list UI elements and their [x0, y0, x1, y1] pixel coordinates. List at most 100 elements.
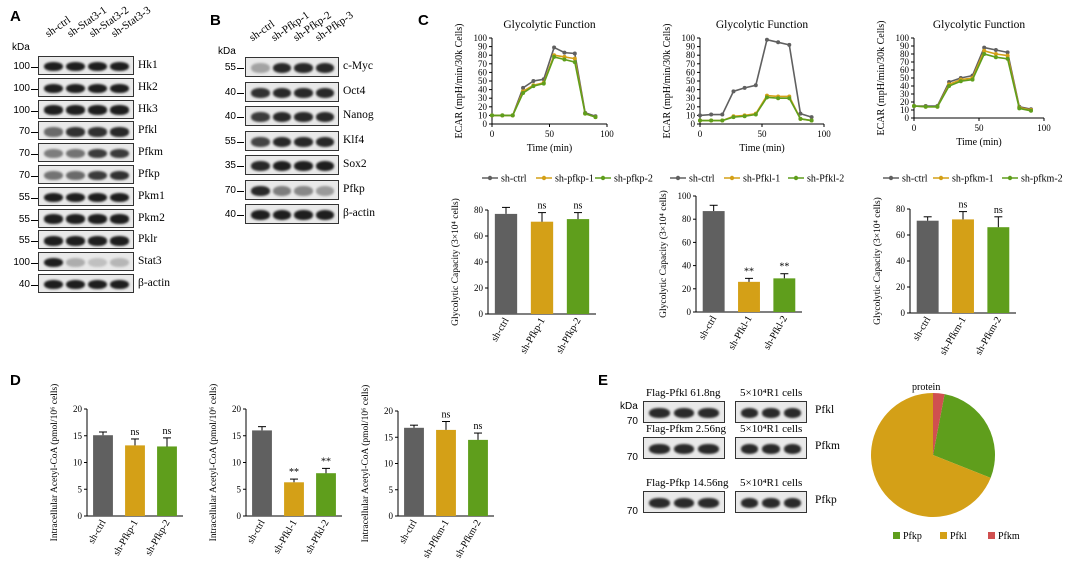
data-point: [947, 84, 952, 88]
band: [673, 444, 695, 454]
band: [44, 61, 63, 72]
cells-label: 5×10⁴R1 cells: [740, 423, 803, 435]
blot-label-pfkl: Pfkl: [138, 124, 158, 137]
bar-sh-ctrl: [404, 427, 424, 516]
band: [762, 444, 780, 454]
flag-label: Flag-Pfkl 61.8ng: [646, 387, 721, 399]
y-tick-label: 0: [78, 511, 83, 521]
band: [783, 408, 801, 418]
blot-strip-sox2: [245, 155, 339, 175]
significance-label: ns: [538, 201, 547, 212]
significance-label: ns: [994, 205, 1003, 216]
bar-sh-pfkl-2: [316, 473, 336, 516]
data-point: [521, 91, 526, 96]
y-axis-label: Intracellular Acetyl-CoA (pmol/10⁶ cells…: [360, 385, 371, 543]
bar-sh-ctrl: [494, 213, 518, 314]
x-tick-label: 0: [490, 129, 495, 139]
cells-label: 5×10⁴R1 cells: [740, 477, 803, 489]
data-point: [521, 85, 526, 90]
y-tick-label: 90: [686, 42, 696, 52]
y-axis-label: Glycolytic Capacity (3×10⁴ cells): [450, 198, 461, 326]
data-point: [552, 54, 557, 59]
y-tick-label: 0: [901, 308, 906, 318]
y-axis-label: ECAR (mpH/min/30k Cells): [876, 21, 887, 136]
mw-marker: 100: [13, 61, 30, 72]
band: [44, 236, 63, 246]
bar-sh-pfkm-2: [987, 227, 1010, 313]
y-tick-label: 0: [483, 119, 488, 129]
mw-tick: [237, 141, 244, 143]
y-tick-label: 40: [478, 85, 488, 95]
band: [251, 185, 270, 196]
band: [44, 105, 63, 115]
significance-label: **: [744, 266, 754, 277]
band: [66, 127, 85, 137]
data-point: [720, 118, 725, 123]
significance-label: ns: [574, 201, 583, 212]
data-point: [776, 96, 781, 101]
mw-tick: [31, 285, 38, 286]
blot-label-oct4: Oct4: [343, 84, 366, 97]
blot-label-pfkp: Pfkp: [815, 494, 837, 506]
mw-marker: 70: [626, 506, 638, 517]
data-point: [731, 89, 736, 94]
y-tick-label: 20: [896, 282, 906, 292]
blot-strip-nanog: [245, 106, 339, 126]
mw-marker: 35: [224, 160, 236, 171]
category-label-sh-pfkp-2: sh-Pfkp-2: [554, 316, 583, 356]
data-point: [531, 84, 536, 89]
band: [698, 444, 719, 454]
y-tick-label: 0: [479, 309, 484, 319]
legend-label-sh-pfkm-1: sh-pfkm-1: [952, 174, 994, 185]
pie-slice-pfkp: [933, 394, 995, 478]
x-tick-label: 100: [600, 129, 614, 139]
data-point: [912, 104, 916, 108]
data-point: [993, 55, 998, 60]
pie-legend-swatch: [940, 532, 947, 539]
mw-marker: 70: [626, 416, 638, 427]
legend-label-sh-pfkp-1: sh-pfkp-1: [555, 174, 594, 185]
x-axis-label: Time (min): [956, 137, 1001, 148]
blot-strip-flag-pfkm: [643, 437, 725, 459]
series-line-sh-ctrl: [699, 38, 812, 118]
data-point: [923, 104, 928, 109]
data-point: [1005, 53, 1010, 58]
y-tick-label: 40: [682, 261, 692, 271]
mw-tick: [31, 132, 38, 134]
x-tick-label: 50: [545, 129, 555, 139]
y-tick-label: 50: [478, 76, 488, 86]
blot-strip-actin: [38, 274, 134, 293]
blot-strip-pklr: [38, 230, 134, 250]
y-tick-label: 10: [73, 458, 83, 468]
band: [294, 112, 313, 122]
blot-strip-flag-pfkp: [643, 491, 725, 513]
data-point: [490, 113, 494, 118]
blot-label-pfkm: Pfkm: [138, 146, 163, 159]
category-label-sh-pfkm-1: sh-Pfkm-1: [938, 315, 969, 357]
y-tick-label: 20: [478, 102, 488, 112]
category-label-sh-pfkl-2: sh-Pfkl-2: [762, 314, 790, 352]
band: [110, 83, 129, 94]
significance-label: **: [779, 262, 789, 273]
band: [698, 408, 719, 418]
mw-tick: [237, 166, 244, 167]
data-point: [993, 52, 998, 56]
y-tick-label: 80: [478, 50, 488, 60]
band: [110, 127, 129, 137]
category-label-sh-ctrl: sh-ctrl: [245, 518, 267, 546]
y-tick-label: 15: [384, 432, 394, 442]
band: [44, 127, 63, 137]
y-tick-label: 10: [478, 110, 488, 120]
band: [66, 148, 85, 159]
blot-label-pkm1: Pkm1: [138, 189, 165, 202]
y-tick-label: 100: [682, 33, 696, 43]
data-point: [562, 50, 567, 55]
significance-label: ns: [131, 427, 140, 438]
mw-tick: [31, 176, 38, 177]
ecar-chart-1: Glycolytic Function010203040506070809010…: [454, 19, 653, 185]
data-point: [764, 37, 769, 42]
y-tick-label: 80: [896, 204, 906, 214]
band: [741, 408, 759, 418]
legend-label-sh-ctrl: sh-ctrl: [902, 174, 928, 185]
